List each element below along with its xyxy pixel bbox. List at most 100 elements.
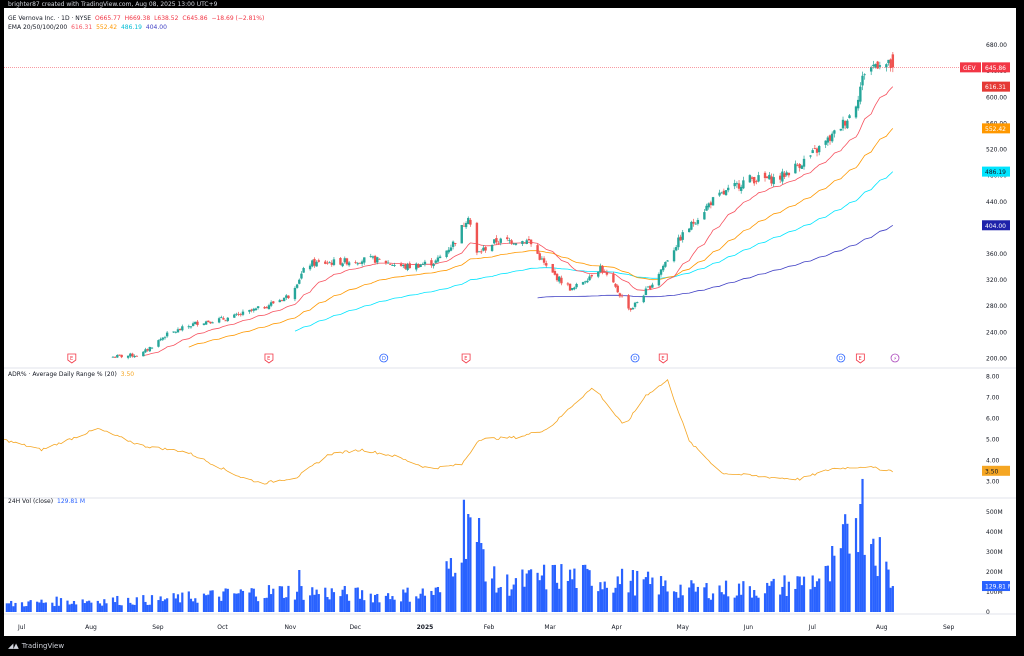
candle-body: [328, 262, 331, 264]
volume-bar: [5, 603, 8, 612]
candle-body: [705, 205, 708, 211]
candle-body: [189, 326, 193, 328]
volume-bar: [815, 581, 819, 612]
volume-bar: [280, 586, 284, 612]
candle-body: [545, 263, 548, 266]
volume-bar: [311, 587, 314, 612]
volume-bar: [374, 594, 377, 612]
candle-body: [233, 314, 236, 318]
candle-body: [588, 276, 591, 281]
candle-body: [826, 137, 830, 143]
candle-body: [191, 323, 195, 326]
volume-bar: [846, 523, 849, 612]
adr-tick-label: 8.00: [986, 373, 1000, 380]
volume-bar: [98, 603, 102, 612]
candle-body: [597, 271, 600, 277]
future-event-marker[interactable]: [890, 353, 900, 363]
volume-bar: [376, 593, 379, 612]
candle-body: [696, 220, 700, 224]
price-tick-label: 520.00: [986, 147, 1007, 154]
candle-body: [111, 356, 115, 358]
candle-body: [176, 329, 180, 333]
candle-body: [250, 309, 253, 311]
candle-body: [722, 190, 726, 195]
candle-body: [373, 255, 377, 263]
volume-bar: [83, 603, 86, 612]
candle-body: [497, 242, 500, 244]
candle-body: [584, 281, 587, 283]
volume-bar: [506, 574, 509, 612]
candle-body: [343, 258, 346, 263]
ema-label[interactable]: EMA 20/50/100/200: [8, 24, 68, 31]
volume-bar: [226, 588, 229, 612]
candle-body: [649, 285, 652, 289]
candle-body: [285, 295, 288, 298]
vol-tick-label: 300M: [986, 549, 1003, 556]
candle-body: [438, 256, 442, 259]
earnings-marker[interactable]: [67, 353, 77, 364]
ema20-value: 616.31: [71, 24, 93, 31]
earnings-marker[interactable]: [461, 353, 471, 364]
candle-body: [718, 192, 721, 196]
candle-body: [690, 221, 693, 230]
volume-bar: [464, 558, 468, 612]
event-marker-label: D: [382, 356, 386, 362]
earnings-marker[interactable]: [264, 353, 274, 364]
chart-svg[interactable]: 680.00640.00600.00560.00520.00480.00440.…: [0, 8, 1016, 636]
volume-bar: [363, 600, 366, 612]
volume-bar: [27, 601, 30, 612]
candle-body: [300, 273, 303, 279]
candle-body: [194, 321, 197, 325]
earnings-marker[interactable]: [658, 353, 668, 364]
volume-bar: [309, 595, 312, 612]
earnings-marker[interactable]: [855, 353, 865, 364]
volume-bar: [114, 602, 117, 612]
candle-body: [783, 173, 786, 178]
volume-bar: [38, 602, 41, 612]
volume-bar: [633, 595, 637, 612]
volume-bar: [722, 594, 725, 612]
candle-body: [646, 286, 650, 288]
candle-body: [573, 287, 576, 290]
volume-bar: [176, 594, 180, 612]
candle-body: [402, 264, 405, 267]
candle-body: [196, 321, 199, 325]
candle-body: [508, 240, 511, 242]
volume-bar: [81, 599, 84, 612]
adr-label[interactable]: ADR% · Average Daily Range % (20): [8, 371, 117, 378]
ohlc-high: H669.38: [124, 15, 151, 22]
candle-body: [636, 302, 639, 303]
candle-body: [510, 240, 513, 244]
volume-bar: [408, 601, 411, 612]
chart-area[interactable]: 680.00640.00600.00560.00520.00480.00440.…: [0, 8, 1016, 636]
candle-body: [460, 224, 463, 244]
volume-bar: [250, 588, 253, 612]
symbol-desc[interactable]: GE Vernova Inc. · 1D · NYSE: [8, 15, 92, 22]
vol-label[interactable]: 24H Vol (close): [8, 498, 54, 505]
tv-icon: ◢▲: [8, 642, 19, 650]
candle-body: [733, 183, 736, 187]
dividend-marker[interactable]: [630, 353, 640, 363]
dividend-marker[interactable]: [836, 353, 846, 363]
candle-body: [620, 295, 624, 297]
candle-body: [536, 245, 539, 254]
candle-body: [369, 255, 372, 257]
volume-bar: [300, 586, 303, 612]
volume-bar: [525, 573, 528, 612]
dividend-marker[interactable]: [379, 353, 389, 363]
volume-bar: [766, 582, 769, 612]
volume-bar: [828, 581, 832, 612]
candle-body: [298, 279, 301, 284]
volume-bar: [224, 588, 227, 612]
ema100-badge-bg: [982, 166, 1010, 177]
candle-body: [356, 263, 359, 265]
candle-body: [800, 165, 804, 169]
candle-body: [666, 260, 669, 262]
candle-body: [386, 262, 390, 264]
volume-bar: [265, 597, 268, 612]
ema200-badge: 404.00: [985, 223, 1006, 230]
volume-bar: [267, 585, 271, 612]
tradingview-logo[interactable]: ◢▲ TradingView: [8, 642, 64, 650]
volume-bar: [239, 589, 242, 612]
volume-bar: [454, 572, 457, 612]
